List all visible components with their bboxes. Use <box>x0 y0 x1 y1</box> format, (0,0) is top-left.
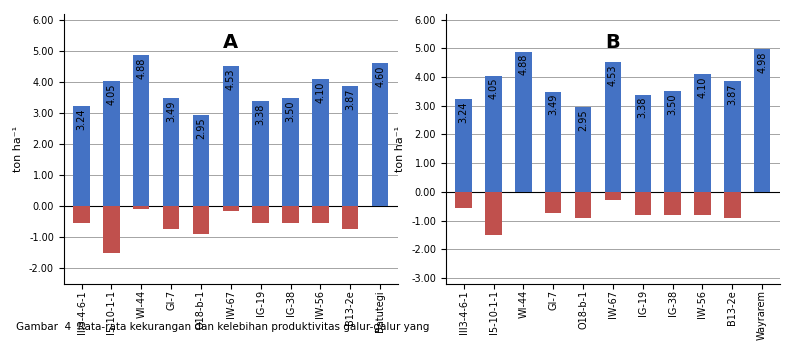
Text: 4.88: 4.88 <box>136 57 146 79</box>
Text: 2.95: 2.95 <box>196 117 206 139</box>
Bar <box>103 206 119 253</box>
Text: B: B <box>606 33 620 52</box>
Text: A: A <box>223 33 239 52</box>
Y-axis label: ton ha⁻¹: ton ha⁻¹ <box>14 126 23 172</box>
Bar <box>515 52 532 192</box>
Bar <box>694 192 711 215</box>
Bar <box>312 79 329 206</box>
Bar <box>694 74 711 192</box>
Text: 4.98: 4.98 <box>757 51 767 73</box>
Bar <box>634 192 651 215</box>
Bar <box>665 91 681 192</box>
Bar <box>724 81 740 192</box>
Bar <box>223 206 239 211</box>
Text: 4.10: 4.10 <box>315 81 326 103</box>
Bar <box>754 49 771 192</box>
Text: 3.50: 3.50 <box>668 94 677 115</box>
Bar <box>575 192 591 218</box>
Bar <box>486 75 501 192</box>
Bar <box>193 206 209 234</box>
Bar <box>724 192 740 218</box>
Bar <box>283 206 298 223</box>
Bar <box>372 63 388 206</box>
Text: Gambar  4  Rata-rata kekurangan dan kelebihan produktivitas galur-galur yang: Gambar 4 Rata-rata kekurangan dan kelebi… <box>16 322 429 332</box>
Bar <box>163 98 179 206</box>
Bar <box>73 106 90 206</box>
Text: 3.87: 3.87 <box>728 83 737 104</box>
Bar <box>252 206 269 223</box>
Bar <box>455 192 472 208</box>
Bar <box>133 206 150 209</box>
Text: 3.24: 3.24 <box>76 108 87 130</box>
Text: 2.95: 2.95 <box>578 109 588 131</box>
Text: 3.49: 3.49 <box>166 100 176 122</box>
Bar <box>252 101 269 206</box>
Bar <box>103 81 119 206</box>
Bar <box>605 62 621 192</box>
Text: 4.53: 4.53 <box>608 64 618 85</box>
Bar <box>455 99 472 192</box>
Text: 4.05: 4.05 <box>107 83 116 104</box>
Bar <box>133 55 150 206</box>
Text: 4.10: 4.10 <box>697 76 708 98</box>
Bar <box>312 206 329 223</box>
Bar <box>575 107 591 192</box>
Text: 4.05: 4.05 <box>489 78 498 99</box>
Text: 3.49: 3.49 <box>548 94 558 115</box>
Bar <box>486 192 501 235</box>
Bar <box>163 206 179 229</box>
Text: 3.87: 3.87 <box>345 89 355 110</box>
Text: 4.53: 4.53 <box>226 68 236 90</box>
Bar <box>545 192 561 213</box>
Bar <box>283 98 298 206</box>
Y-axis label: ton ha⁻¹: ton ha⁻¹ <box>396 126 405 172</box>
Text: 4.60: 4.60 <box>375 66 385 87</box>
Bar <box>665 192 681 215</box>
Text: 4.88: 4.88 <box>518 54 529 75</box>
Bar <box>342 206 358 229</box>
Text: 3.24: 3.24 <box>458 101 469 122</box>
Text: 3.38: 3.38 <box>638 97 648 118</box>
Bar <box>545 92 561 192</box>
Text: 3.50: 3.50 <box>286 100 295 121</box>
Bar <box>634 95 651 192</box>
Bar <box>605 192 621 200</box>
Text: 3.38: 3.38 <box>256 104 266 125</box>
Bar <box>342 86 358 206</box>
Bar <box>193 115 209 206</box>
Bar <box>223 66 239 206</box>
Bar <box>73 206 90 223</box>
